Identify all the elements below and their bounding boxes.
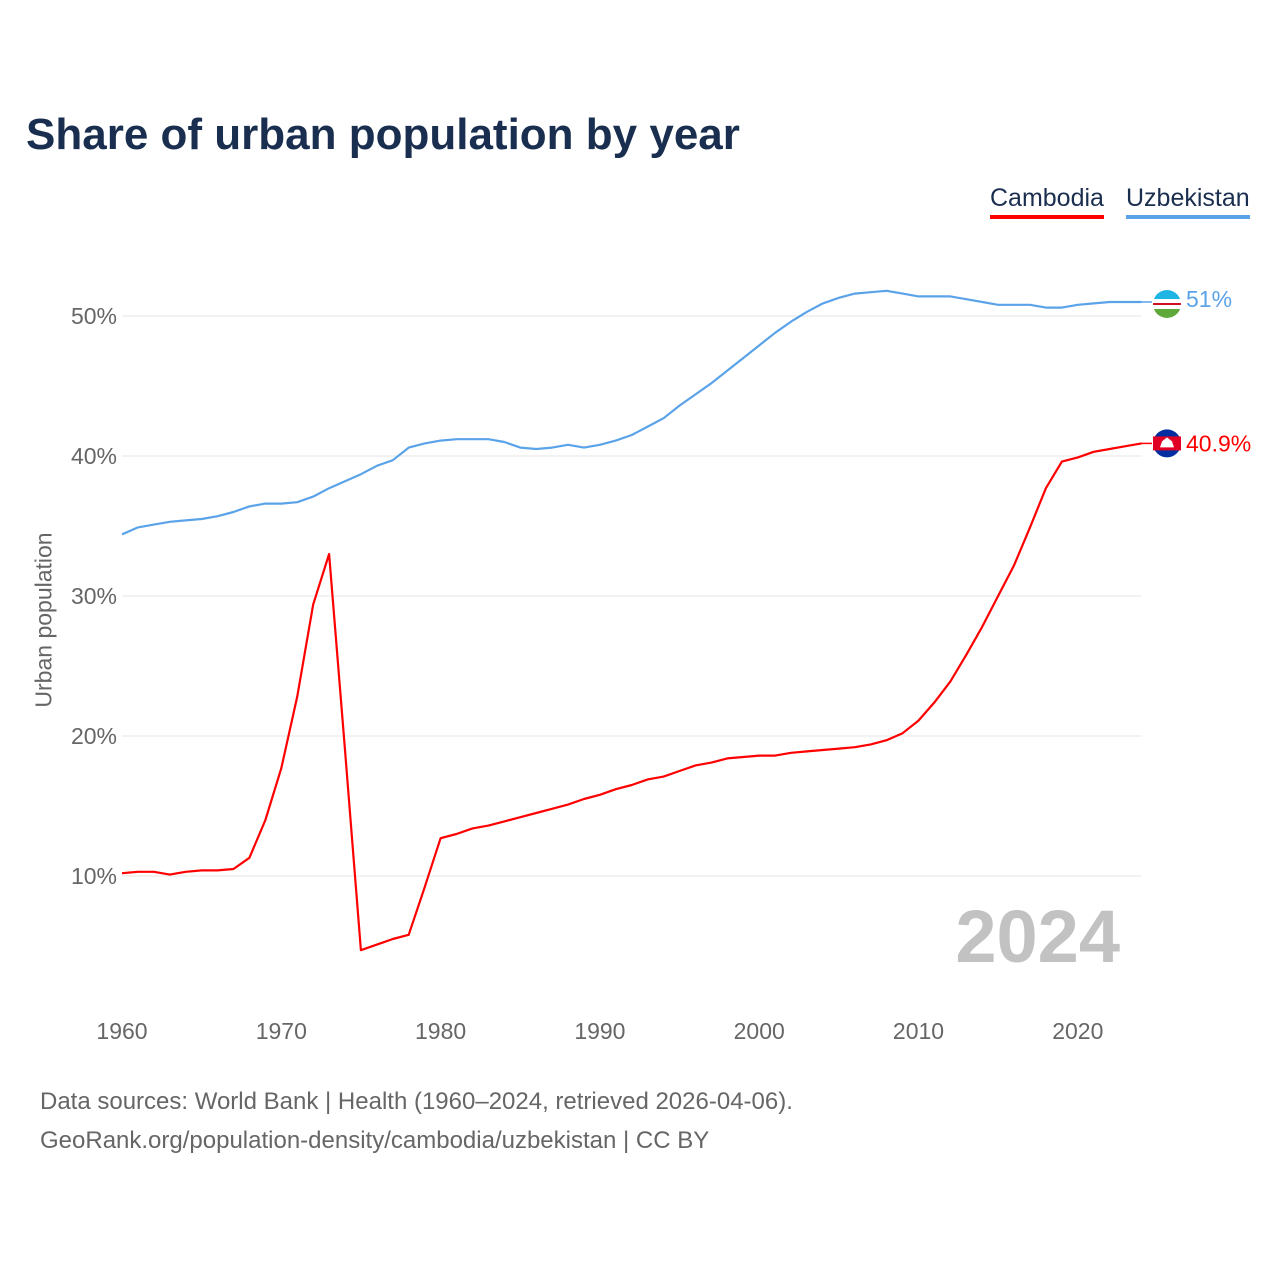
x-tick-label: 2000 [734,1018,785,1044]
flag-band-red [1153,303,1181,305]
y-tick-label: 20% [71,723,117,749]
y-tick-label: 30% [71,583,117,609]
flag-band-green [1153,309,1181,318]
y-tick-label: 10% [71,863,117,889]
x-tick-label: 1990 [574,1018,625,1044]
y-tick-label: 50% [71,303,117,329]
legend-cambodia[interactable]: Cambodia [990,184,1104,219]
legend-uzbekistan[interactable]: Uzbekistan [1126,184,1250,219]
x-tick-label: 1960 [96,1018,147,1044]
end-value-label-uzbekistan: 51% [1186,286,1232,312]
flag-band-blue [1153,290,1181,299]
chart-title: Share of urban population by year [26,110,740,159]
x-tick-label: 1980 [415,1018,466,1044]
series-line-uzbekistan [121,289,1142,536]
source-line-1: Data sources: World Bank | Health (1960–… [40,1088,793,1115]
y-tick-label: 40% [71,443,117,469]
x-tick-label: 2020 [1052,1018,1103,1044]
source-line-2[interactable]: GeoRank.org/population-density/cambodia/… [40,1127,710,1154]
angkor-wat-glyph [1160,437,1174,448]
x-tick-label: 1970 [256,1018,307,1044]
series-line-cambodia [121,442,1142,952]
year-watermark: 2024 [955,895,1120,978]
x-tick-label: 2010 [893,1018,944,1044]
end-value-label-cambodia: 40.9% [1186,430,1251,456]
